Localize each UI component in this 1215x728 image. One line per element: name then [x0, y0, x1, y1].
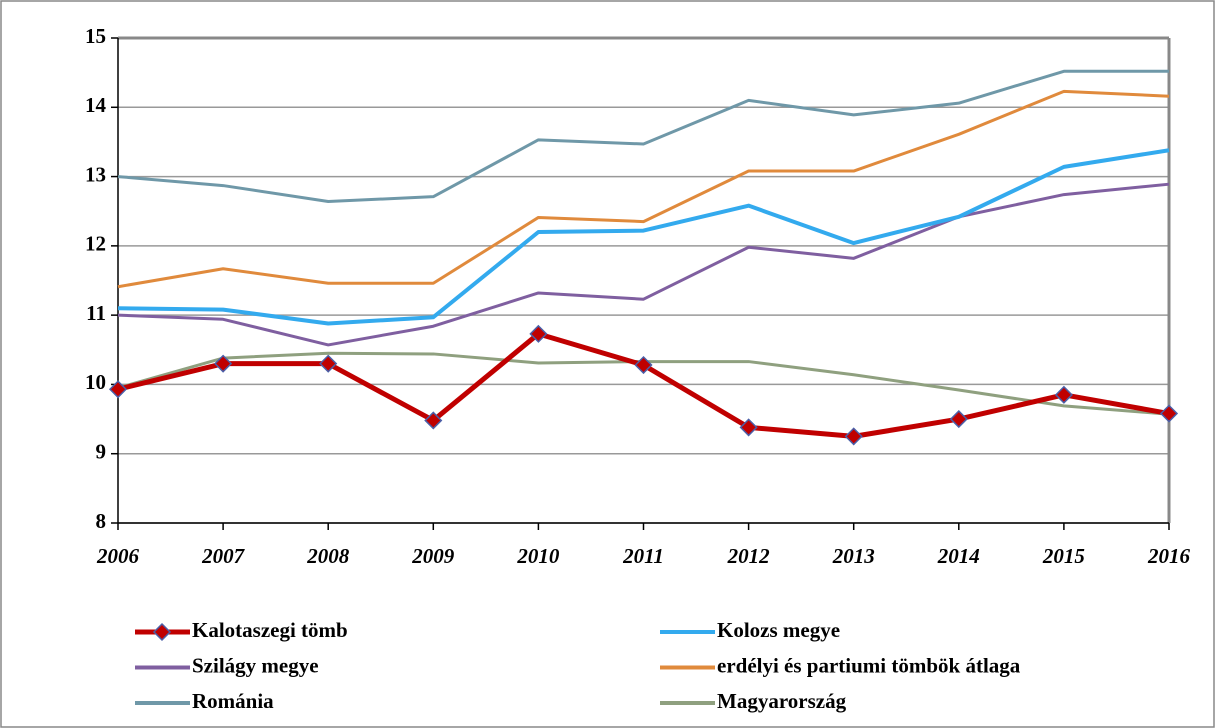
- point-marker: [1054, 385, 1073, 404]
- x-tick-label: 2012: [727, 544, 771, 568]
- y-tick-label: 15: [85, 24, 106, 48]
- x-tick-label: 2015: [1042, 544, 1085, 568]
- x-tick-label: 2007: [201, 544, 246, 568]
- x-tick-label: 2013: [832, 544, 875, 568]
- point-marker: [634, 355, 653, 375]
- legend-label: Kolozs megye: [717, 618, 840, 642]
- x-tick-label: 2010: [516, 544, 560, 568]
- point-marker: [214, 354, 233, 373]
- x-tick-label: 2016: [1147, 544, 1191, 568]
- x-tick-label: 2014: [937, 544, 980, 568]
- y-tick-label: 10: [85, 370, 106, 394]
- series-line: [117, 89, 1170, 289]
- series-line: [117, 148, 1170, 326]
- point-marker: [108, 380, 128, 399]
- legend-label: Szilágy megye: [192, 653, 319, 677]
- point-marker: [844, 427, 863, 446]
- series-line: [117, 182, 1170, 347]
- series-line: [117, 69, 1169, 204]
- legend-label: Románia: [192, 689, 274, 713]
- legend-label: Magyarország: [717, 689, 847, 713]
- y-tick-label: 9: [96, 440, 107, 464]
- y-tick-label: 14: [85, 93, 107, 117]
- y-tick-label: 11: [86, 301, 106, 325]
- legend-label: erdélyi és partiumi tömbök átlaga: [717, 653, 1021, 677]
- x-tick-label: 2008: [306, 544, 350, 568]
- point-marker: [529, 324, 548, 343]
- x-tick-label: 2009: [411, 544, 455, 568]
- legend-label: Kalotaszegi tömb: [192, 618, 348, 642]
- point-marker: [949, 410, 968, 429]
- y-tick-label: 12: [85, 232, 106, 256]
- x-tick-label: 2011: [622, 544, 664, 568]
- point-marker: [1159, 404, 1179, 423]
- y-tick-label: 13: [85, 162, 106, 186]
- point-marker: [319, 354, 338, 373]
- point-marker: [739, 418, 758, 437]
- y-tick-label: 8: [96, 509, 107, 533]
- point-marker: [424, 411, 443, 430]
- x-tick-label: 2006: [96, 544, 140, 568]
- legend-marker: [152, 622, 172, 642]
